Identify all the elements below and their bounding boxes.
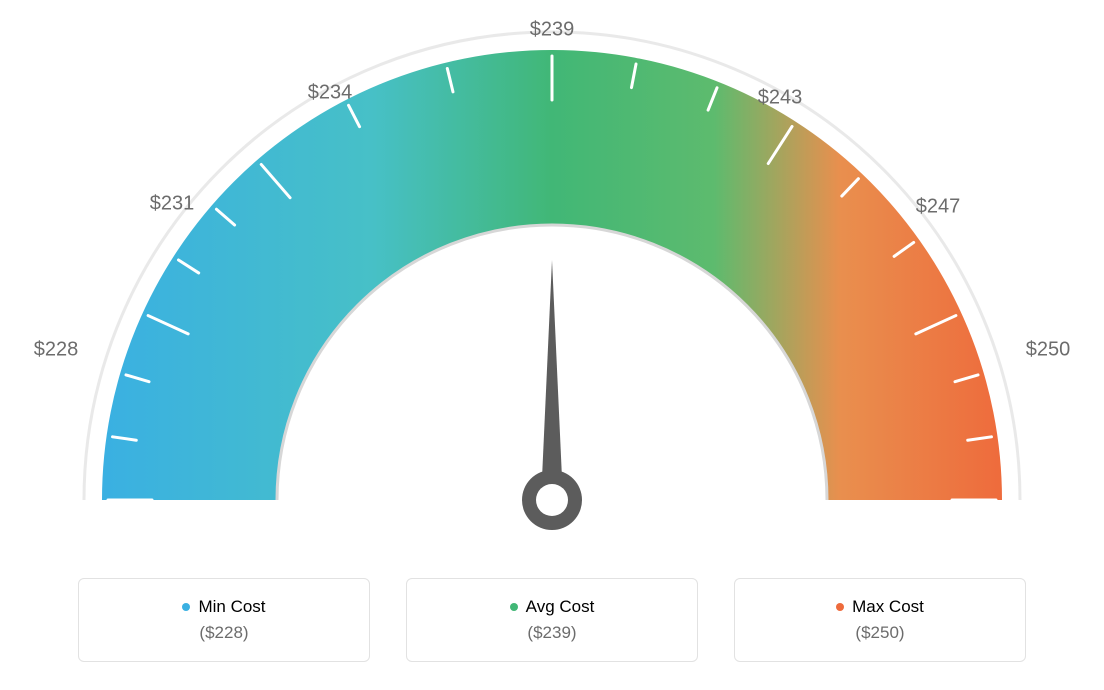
legend-title-max: Max Cost: [836, 597, 924, 617]
legend-value-avg: ($239): [527, 623, 576, 643]
legend-card-avg: Avg Cost ($239): [406, 578, 698, 662]
legend-dot-avg: [510, 603, 518, 611]
legend-value-min: ($228): [199, 623, 248, 643]
gauge-tick-label: $243: [758, 87, 803, 110]
legend-label-min: Min Cost: [198, 597, 265, 617]
legend-label-avg: Avg Cost: [526, 597, 595, 617]
gauge-svg: [0, 0, 1104, 560]
gauge-tick-label: $234: [308, 82, 353, 105]
gauge-tick-label: $231: [150, 193, 195, 216]
legend-card-max: Max Cost ($250): [734, 578, 1026, 662]
legend-title-avg: Avg Cost: [510, 597, 595, 617]
legend-dot-min: [182, 603, 190, 611]
gauge-tick-label: $247: [916, 196, 961, 219]
legend-dot-max: [836, 603, 844, 611]
gauge-tick-label: $250: [1026, 339, 1071, 362]
gauge-tick-label: $228: [34, 339, 79, 362]
legend-row: Min Cost ($228) Avg Cost ($239) Max Cost…: [0, 578, 1104, 662]
gauge-chart: { "gauge": { "type": "gauge", "min_value…: [0, 0, 1104, 690]
legend-title-min: Min Cost: [182, 597, 265, 617]
legend-value-max: ($250): [855, 623, 904, 643]
legend-label-max: Max Cost: [852, 597, 924, 617]
gauge-tick-label: $239: [530, 19, 575, 42]
legend-card-min: Min Cost ($228): [78, 578, 370, 662]
